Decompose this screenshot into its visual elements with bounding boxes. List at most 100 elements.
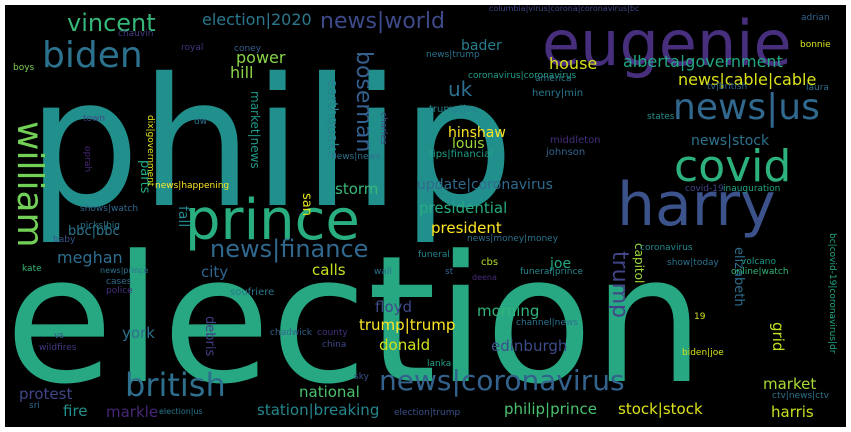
word: power — [236, 48, 286, 67]
word: president — [431, 219, 502, 237]
word: debris — [202, 316, 217, 357]
word: news|coronavirus — [379, 364, 625, 397]
word: charles — [378, 112, 388, 145]
word: channel|news — [516, 318, 578, 328]
word: columbia|virus|corona|coronavirus|bc — [489, 5, 640, 13]
word: chadwick — [270, 328, 312, 338]
word: william — [9, 121, 50, 248]
word: tv|british — [707, 82, 748, 92]
word-cloud-canvas: philip election eugenie harry prince covid new… — [5, 5, 846, 427]
word: bbc|bbc — [68, 224, 120, 239]
word: philip — [27, 40, 515, 247]
word: biden — [42, 35, 143, 76]
word: british — [125, 366, 226, 404]
word: town — [83, 114, 106, 124]
word: storm — [335, 180, 379, 198]
word: louis — [452, 136, 485, 152]
word: news|us — [673, 87, 820, 128]
word: shows|watch — [80, 204, 139, 214]
word: lanka — [427, 359, 452, 369]
word: biden|joe — [682, 348, 724, 358]
word: philip|prince — [504, 400, 597, 418]
word: bader — [461, 38, 502, 54]
word: markle — [106, 403, 159, 421]
word: joe — [550, 256, 572, 272]
word: wildfires — [39, 343, 77, 353]
word: trump|trump — [359, 316, 456, 334]
word: kate — [22, 264, 42, 274]
word: meghan — [57, 248, 123, 267]
word: inauguration — [723, 184, 781, 194]
word: election|trump — [394, 408, 461, 418]
word: fall — [175, 206, 191, 228]
word: news|world — [320, 9, 445, 34]
word: funeral — [418, 250, 450, 260]
word: cases — [106, 277, 132, 287]
word: boys — [13, 63, 35, 73]
word: york — [122, 324, 155, 342]
word: show|today — [667, 258, 719, 268]
word: national — [299, 383, 360, 401]
word: coronavirus|coronavirus — [468, 71, 577, 81]
word: market — [763, 375, 817, 393]
word: stock|stock — [618, 400, 703, 418]
word: station|breaking — [257, 401, 380, 419]
word: police — [106, 286, 133, 296]
word: election|us — [159, 407, 203, 416]
word: picks|big — [80, 221, 121, 231]
word: chauvin — [118, 29, 154, 39]
word: bonnie — [800, 40, 831, 50]
word: henry|min — [532, 88, 584, 99]
word: vs — [54, 331, 65, 341]
word: america — [535, 74, 572, 84]
word: sri — [29, 401, 40, 411]
word: oprah — [82, 146, 92, 173]
word: hill — [230, 63, 254, 82]
word: laura — [806, 83, 829, 93]
word: adrian — [801, 13, 830, 23]
word: presidential — [419, 199, 508, 217]
word: tips|financial — [429, 149, 493, 160]
word: harry — [617, 170, 776, 240]
word: calls — [312, 261, 346, 279]
word: volcano — [741, 257, 777, 267]
word: sky — [354, 372, 369, 382]
word: deena — [472, 273, 497, 282]
word: dw — [194, 117, 208, 127]
word: st — [445, 267, 454, 277]
word: news|trump — [426, 50, 480, 60]
word: coney — [234, 44, 262, 54]
word: house — [549, 54, 598, 73]
word: middleton — [550, 135, 601, 146]
word: dix|government — [145, 115, 155, 187]
word: news|cable|cable — [678, 70, 817, 89]
word: states — [647, 112, 675, 122]
word: wall — [374, 267, 392, 277]
word: news|happening — [155, 181, 230, 191]
word: trump — [607, 251, 632, 319]
word: ctv|news|ctv — [772, 391, 829, 401]
word: harris — [771, 403, 814, 421]
word: soufriere — [230, 287, 275, 298]
word: update|coronavirus — [417, 177, 553, 193]
word: online|watch — [731, 267, 789, 277]
word: baby — [53, 235, 76, 245]
word: protest — [19, 385, 73, 403]
word: news|money|money — [467, 234, 559, 244]
word: eugenie — [542, 7, 792, 80]
word: cbs — [481, 257, 499, 268]
word: uk — [448, 77, 473, 101]
word: boseman — [351, 51, 376, 153]
word: news|prince — [100, 266, 149, 275]
word: election|2020 — [202, 10, 312, 29]
word: donald — [379, 336, 431, 354]
word: morning — [477, 302, 540, 320]
word: city — [201, 263, 229, 281]
word: royal — [181, 43, 204, 53]
word: funeral|prince — [520, 267, 583, 277]
word: grid — [769, 322, 787, 352]
word: alberta|government — [623, 52, 783, 71]
word: edinburgh — [491, 337, 568, 355]
word: san — [299, 193, 314, 216]
